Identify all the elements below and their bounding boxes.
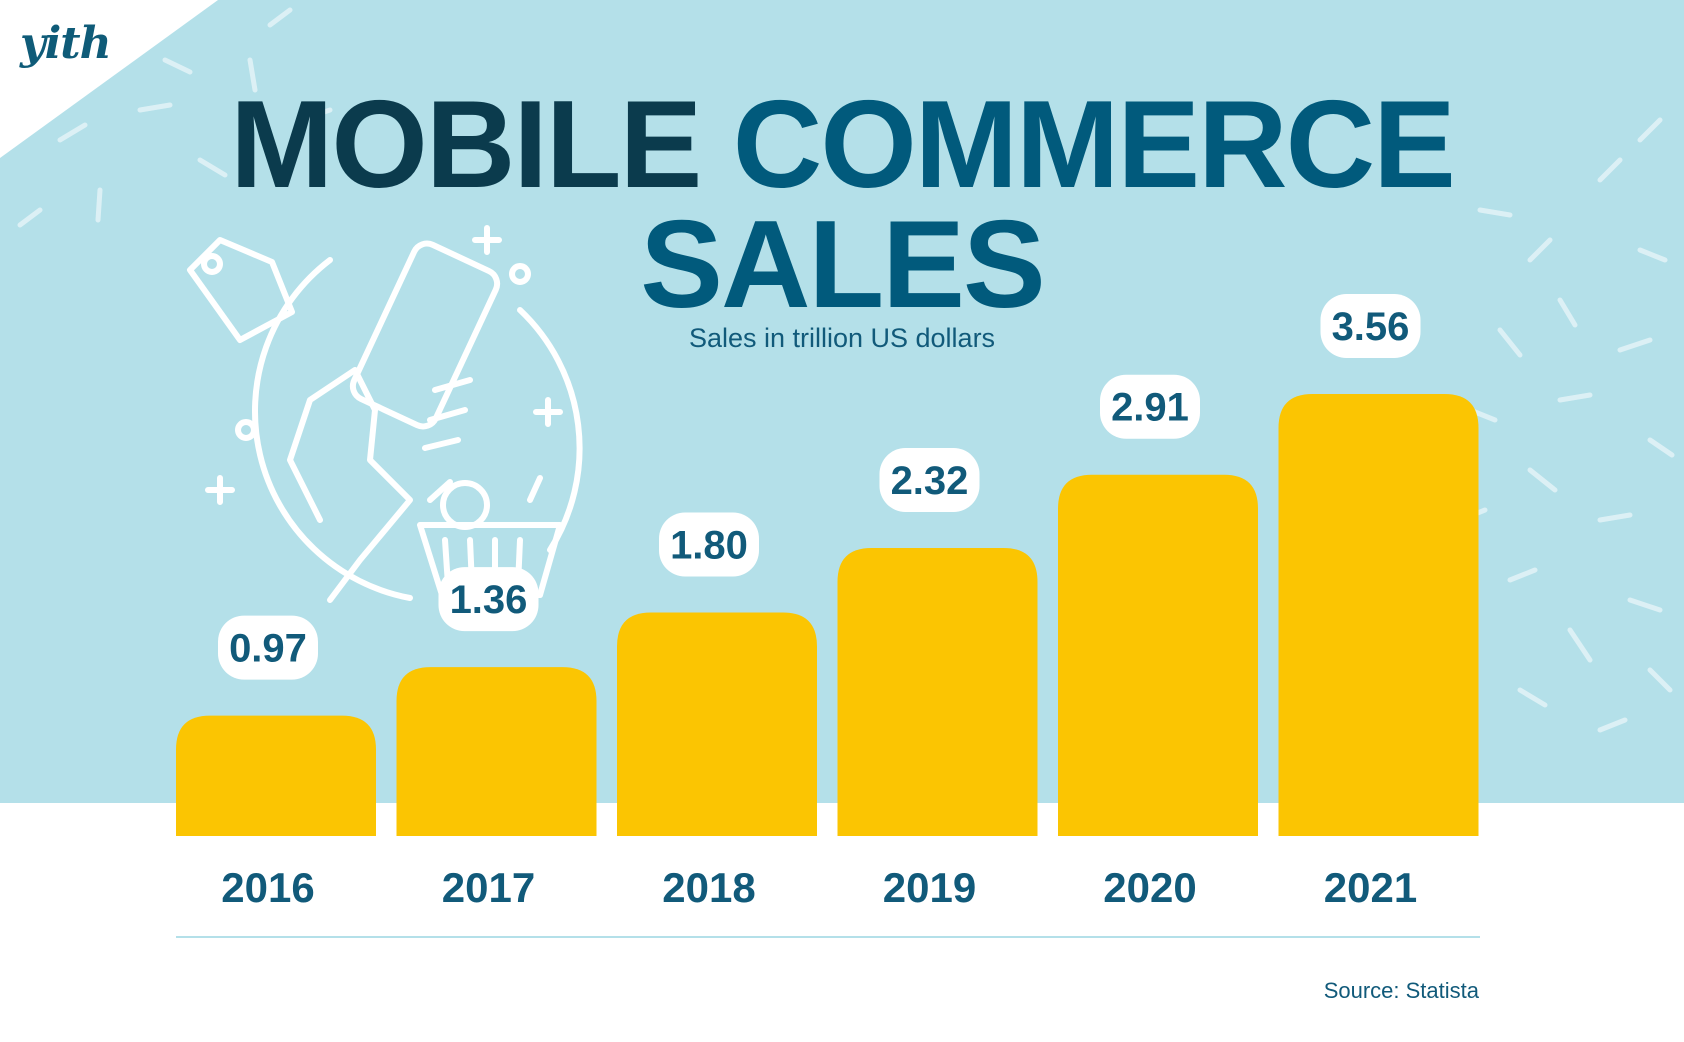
bar-2016 bbox=[176, 715, 376, 836]
value-label: 1.80 bbox=[670, 524, 748, 568]
category-label: 2018 bbox=[662, 864, 755, 911]
hand-holding-phone-icon bbox=[287, 240, 501, 603]
category-label: 2017 bbox=[442, 864, 535, 911]
value-label-bubble bbox=[438, 567, 539, 632]
price-tag-icon bbox=[187, 237, 295, 343]
shopping-basket-icon bbox=[417, 475, 563, 598]
chart-subtitle: Sales in trillion US dollars bbox=[688, 323, 996, 353]
bar-2021 bbox=[1278, 394, 1479, 836]
mobile-shopping-illustration bbox=[187, 225, 583, 603]
value-label-bubble bbox=[1320, 294, 1421, 358]
bar-2017 bbox=[396, 667, 597, 836]
value-label-bubble bbox=[659, 512, 759, 577]
value-label: 3.56 bbox=[1332, 305, 1410, 349]
axis-rule bbox=[176, 936, 1480, 938]
confetti-decoration bbox=[17, 7, 1675, 733]
value-label: 2.91 bbox=[1111, 386, 1189, 430]
value-label-bubble bbox=[1100, 374, 1200, 439]
value-label: 2.32 bbox=[891, 459, 969, 503]
value-label: 0.97 bbox=[229, 627, 307, 671]
bar-2019 bbox=[837, 547, 1038, 836]
sparkle-icon bbox=[205, 225, 563, 505]
corner-fold bbox=[0, 0, 218, 158]
value-label: 1.36 bbox=[450, 578, 528, 622]
chart-title-part1: MOBILE bbox=[230, 76, 702, 214]
category-label: 2021 bbox=[1324, 864, 1417, 911]
category-label: 2019 bbox=[883, 864, 976, 911]
chart-title-line1: MOBILE COMMERCE bbox=[0, 80, 1684, 210]
category-label: 2020 bbox=[1103, 864, 1196, 911]
chart-title-part2: COMMERCE bbox=[732, 76, 1456, 214]
chart-title-line2: SALES bbox=[640, 196, 1045, 334]
bar-2018 bbox=[617, 612, 817, 836]
value-label-bubble bbox=[879, 447, 980, 512]
bar-2020 bbox=[1058, 474, 1258, 836]
orbit-arc-right bbox=[517, 307, 583, 553]
category-label: 2016 bbox=[221, 864, 314, 911]
brand-logo: yith bbox=[20, 18, 112, 69]
value-label-bubble bbox=[218, 615, 318, 680]
source-note: Source: Statista bbox=[1323, 978, 1479, 1003]
